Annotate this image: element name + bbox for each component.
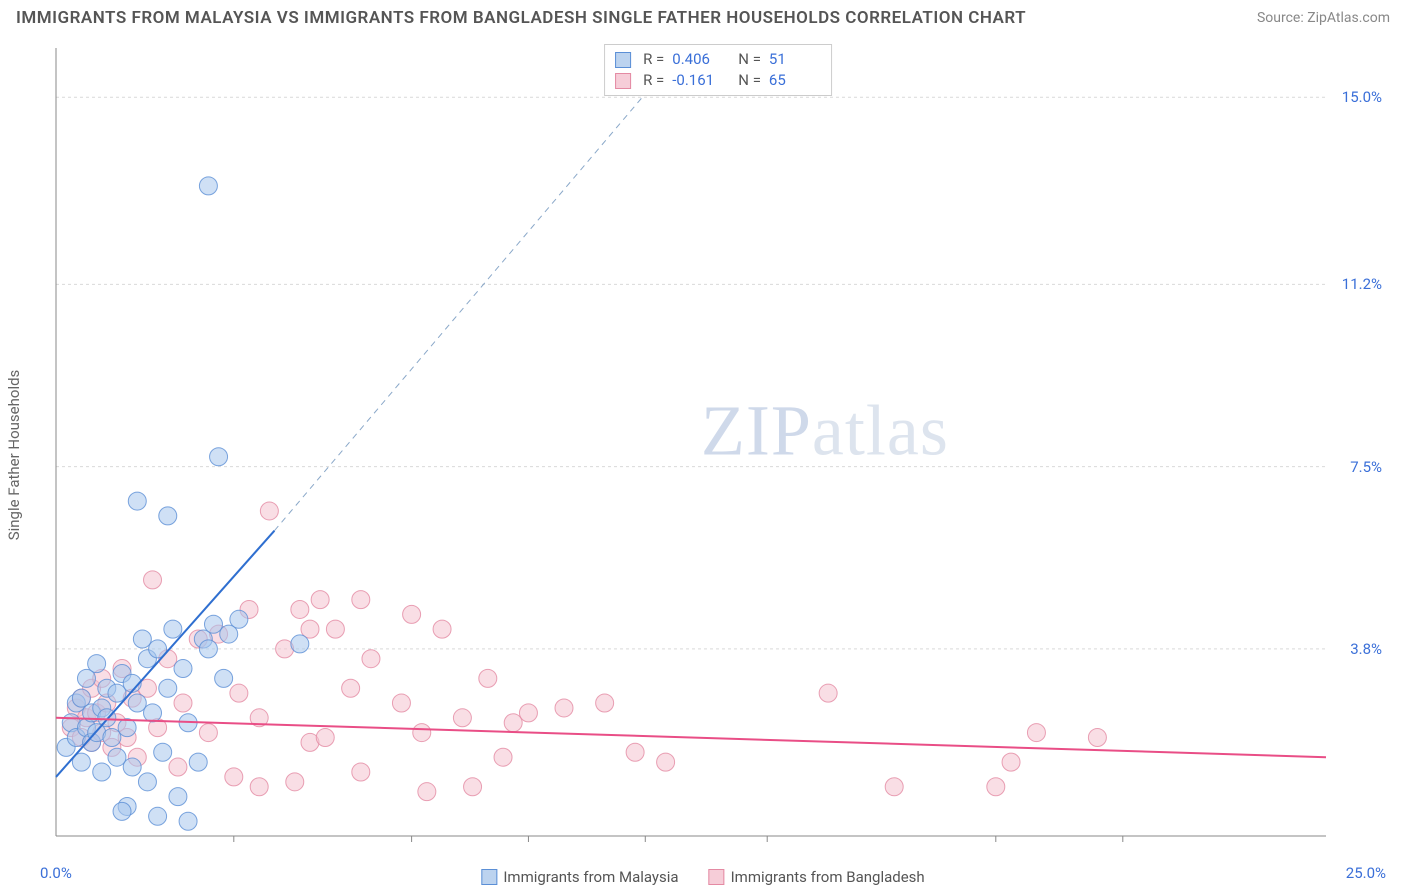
chart-plot-area: ZIPatlas R = 0.406 N = 51 R = -0.161 N =… [50, 42, 1386, 852]
legend-row-bangladesh: R = -0.161 N = 65 [615, 70, 821, 91]
correlation-legend: R = 0.406 N = 51 R = -0.161 N = 65 [604, 44, 832, 96]
r-value-malaysia: 0.406 [672, 49, 724, 70]
y-tick-label: 3.8% [1350, 640, 1382, 658]
bottom-swatch-malaysia [481, 869, 497, 885]
x-axis-max-label: 25.0% [1346, 864, 1386, 882]
legend-swatch-bangladesh [615, 73, 631, 89]
bottom-legend-bangladesh: Immigrants from Bangladesh [709, 868, 925, 886]
scatter-plot-svg [50, 42, 1386, 852]
y-tick-label: 15.0% [1342, 88, 1382, 106]
bottom-legend: Immigrants from Malaysia Immigrants from… [481, 868, 924, 886]
bottom-swatch-bangladesh [709, 869, 725, 885]
title-bar: IMMIGRANTS FROM MALAYSIA VS IMMIGRANTS F… [0, 0, 1406, 32]
y-axis-label: Single Father Households [5, 370, 23, 541]
y-tick-label: 11.2% [1342, 275, 1382, 293]
legend-swatch-malaysia [615, 52, 631, 68]
source-attribution: Source: ZipAtlas.com [1257, 10, 1390, 26]
r-value-bangladesh: -0.161 [672, 70, 724, 91]
chart-title: IMMIGRANTS FROM MALAYSIA VS IMMIGRANTS F… [16, 8, 1026, 28]
n-value-malaysia: 51 [769, 49, 821, 70]
n-value-bangladesh: 65 [769, 70, 821, 91]
bottom-legend-malaysia: Immigrants from Malaysia [481, 868, 678, 886]
x-axis-origin-label: 0.0% [40, 864, 72, 882]
y-tick-label: 7.5% [1350, 458, 1382, 476]
legend-row-malaysia: R = 0.406 N = 51 [615, 49, 821, 70]
